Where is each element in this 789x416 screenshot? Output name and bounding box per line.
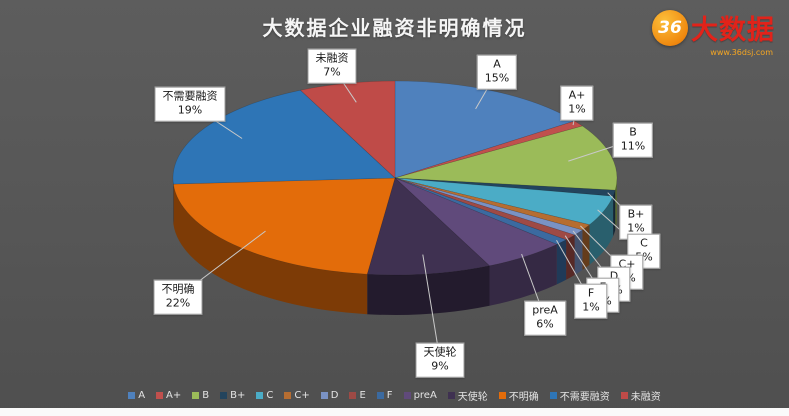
legend-label: preA (413, 390, 437, 401)
legend-swatch-icon (320, 392, 328, 399)
legend-item-10: 天使轮 (447, 388, 488, 403)
legend-label: 不明确 (508, 392, 539, 403)
chart-title: 大数据企业融资非明确情况 (262, 16, 527, 40)
legend-item-2: B (192, 390, 209, 401)
legend-swatch-icon (349, 392, 357, 399)
legend-label: C+ (294, 390, 310, 401)
legend-item-9: preA (403, 390, 437, 401)
logo-brand-text: 大数据 (691, 15, 775, 46)
legend-item-7: E (349, 390, 366, 401)
legend-label: A+ (166, 390, 182, 401)
logo-url-text: www.36dsj.com (710, 48, 773, 57)
legend-item-3: B+ (220, 390, 245, 401)
legend-swatch-icon (284, 392, 292, 399)
legend-label: D (330, 390, 339, 401)
legend-swatch-icon (403, 392, 411, 399)
legend-swatch-icon (128, 392, 136, 399)
legend-swatch-icon (192, 392, 200, 399)
legend-item-6: D (320, 390, 339, 401)
legend-label: B+ (230, 390, 246, 401)
bottom-margin-strip (0, 408, 789, 416)
legend-item-12: 不需要融资 (549, 388, 610, 403)
legend-label: C (266, 390, 274, 401)
legend-label: 不需要融资 (559, 392, 610, 403)
legend-item-1: A+ (156, 390, 181, 401)
logo-36-icon: 36 (652, 9, 688, 46)
legend-label: A (138, 390, 146, 401)
legend-item-4: C (256, 390, 273, 401)
legend-item-13: 未融资 (620, 388, 661, 403)
legend-swatch-icon (549, 392, 557, 399)
legend-label: 天使轮 (457, 392, 488, 403)
legend-item-5: C+ (284, 390, 310, 401)
legend-label: 未融资 (630, 392, 661, 403)
legend-label: B (202, 390, 210, 401)
legend-item-11: 不明确 (498, 388, 539, 403)
legend-swatch-icon (376, 392, 384, 399)
legend-label: F (386, 390, 393, 401)
legend-swatch-icon (256, 392, 264, 399)
legend-item-0: A (128, 390, 145, 401)
legend-swatch-icon (156, 392, 164, 399)
legend-swatch-icon (220, 392, 228, 399)
legend-item-8: F (376, 390, 393, 401)
legend-swatch-icon (498, 392, 506, 399)
brand-logo: 36 大数据 www.36dsj.com (652, 8, 775, 57)
legend-swatch-icon (620, 392, 628, 399)
legend-swatch-icon (447, 392, 455, 399)
legend-label: E (359, 390, 366, 401)
